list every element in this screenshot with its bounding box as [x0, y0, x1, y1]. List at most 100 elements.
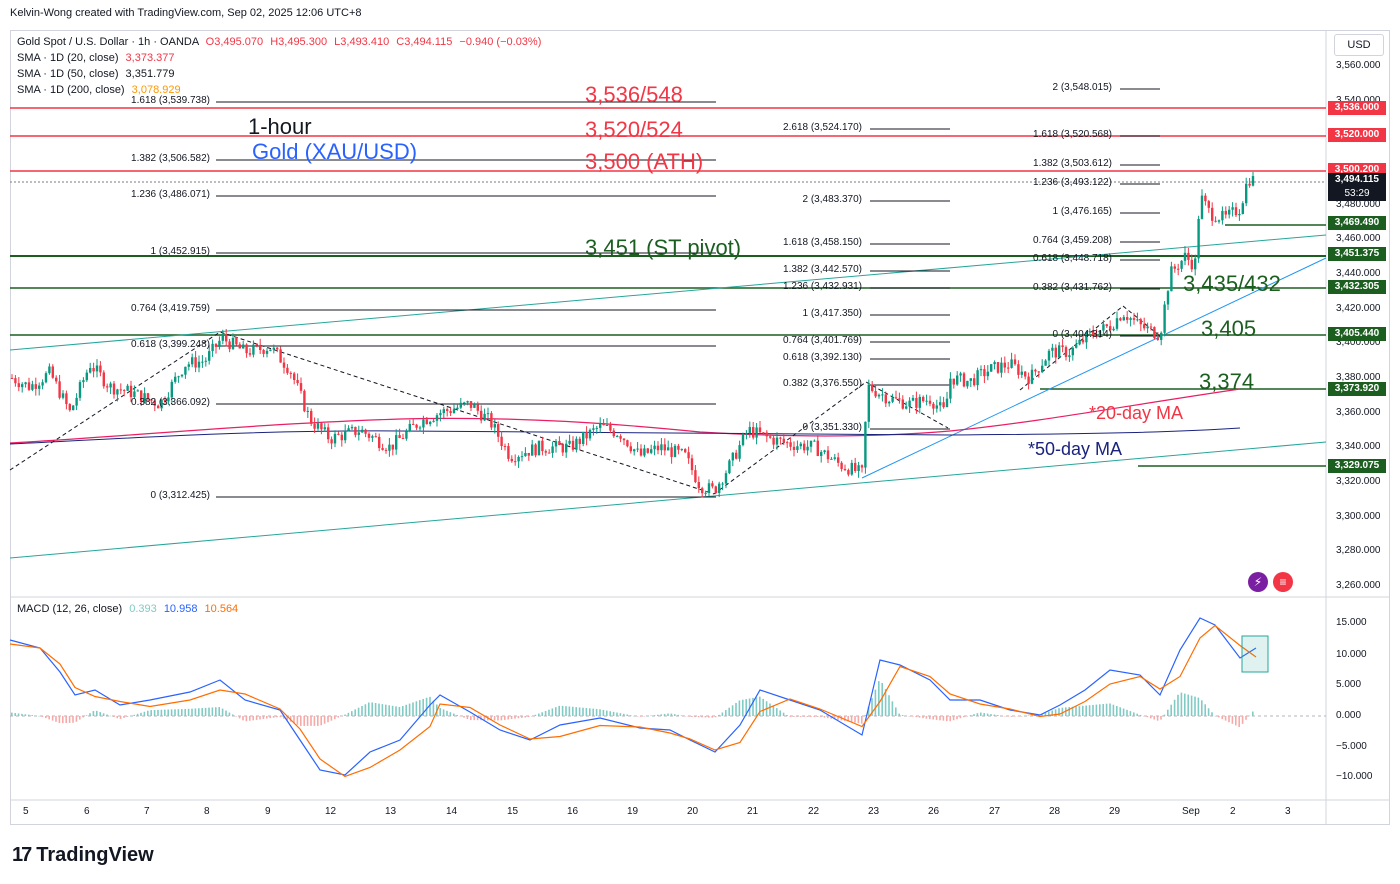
macd-hist-bar — [810, 716, 812, 717]
candle-body — [813, 440, 816, 442]
macd-legend[interactable]: MACD (12, 26, close) 0.393 10.958 10.564 — [17, 603, 238, 615]
macd-hist-bar — [429, 696, 431, 716]
macd-hist-bar — [92, 711, 95, 716]
macd-hist-bar — [334, 716, 336, 720]
candle-body — [1194, 258, 1197, 270]
macd-hist-bar — [1027, 715, 1030, 717]
date-axis-tick: 5 — [23, 806, 29, 817]
candle-body — [109, 383, 112, 388]
macd-hist-bar — [997, 715, 999, 716]
macd-hist-bar — [38, 715, 40, 717]
macd-hist-bar — [854, 716, 856, 723]
sma200-legend[interactable]: SMA · 1D (200, close) 3,078.929 — [17, 84, 181, 96]
macd-hist-bar — [191, 708, 193, 716]
macd-hist-bar — [463, 716, 465, 718]
currency-selector[interactable]: USD — [1334, 34, 1384, 56]
macd-hist-bar — [1150, 716, 1152, 719]
macd-hist-bar — [1020, 716, 1023, 717]
candle-body — [721, 483, 724, 485]
macd-value: 10.958 — [163, 603, 198, 615]
candle-body — [58, 381, 61, 398]
macd-hist-bar — [296, 716, 299, 725]
macd-hist-bar — [340, 716, 343, 717]
candle-body — [697, 482, 700, 489]
candle-body — [316, 423, 320, 429]
macd-axis-tick: −5.000 — [1336, 741, 1367, 752]
candle-body — [466, 401, 469, 403]
candle-body — [388, 444, 391, 451]
macd-hist-bar — [867, 706, 870, 716]
fib-mid-label: 0.618 (3,392.130) — [783, 352, 862, 363]
macd-hist-bar — [701, 716, 703, 718]
date-axis-tick: 21 — [747, 806, 759, 817]
symbol-legend[interactable]: Gold Spot / U.S. Dollar · 1h · OANDA O3,… — [17, 36, 541, 48]
candle-body — [667, 447, 670, 451]
candle-body — [928, 400, 932, 404]
candle-body — [738, 445, 741, 459]
fib-left-label: 1 (3,452.915) — [150, 246, 211, 257]
chart-frame[interactable] — [10, 30, 1390, 825]
candle-body — [1156, 338, 1159, 340]
macd-hist-bar — [1054, 709, 1057, 716]
macd-axis-tick: −10.000 — [1336, 771, 1373, 782]
macd-hist-bar — [973, 714, 975, 716]
candle-body — [704, 492, 707, 494]
credit-text: Kelvin-Wong created with TradingView.com… — [10, 7, 362, 19]
sma50-legend[interactable]: SMA · 1D (50, close) 3,351.779 — [17, 68, 174, 80]
candle-body — [167, 397, 170, 402]
candle-body — [95, 365, 99, 372]
candle-body — [986, 371, 989, 377]
macd-hist-bar — [759, 696, 761, 716]
macd-hist-bar — [140, 712, 142, 716]
candle-body — [1041, 365, 1044, 373]
macd-hist-bar — [405, 704, 407, 716]
candle-body — [184, 366, 187, 375]
candle-body — [405, 431, 408, 439]
macd-hist-bar — [538, 713, 540, 716]
macd-hist-bar — [779, 710, 781, 716]
candle-body — [255, 344, 258, 346]
candle-body — [568, 440, 571, 444]
candle-body — [874, 391, 877, 397]
price-axis-tick: 3,440.000 — [1336, 268, 1381, 279]
fib-left-label: 0 (3,312.425) — [150, 490, 211, 501]
macd-hist-bar — [1156, 716, 1159, 721]
candle-body — [214, 343, 218, 347]
macd-hist-bar — [1194, 696, 1196, 716]
candle-body — [459, 402, 462, 408]
candle-body — [327, 427, 330, 440]
price-axis-tick: 3,460.000 — [1336, 233, 1381, 245]
candle-body — [126, 385, 129, 391]
macd-hist-bar — [752, 697, 754, 716]
candle-body — [72, 405, 75, 411]
macd-hist-bar — [1207, 708, 1210, 716]
sma20-legend[interactable]: SMA · 1D (20, close) 3,373.377 — [17, 52, 174, 64]
candle-body — [1078, 339, 1081, 345]
candle-body — [956, 375, 959, 385]
candle-body — [497, 424, 500, 437]
macd-hist-bar — [534, 714, 537, 716]
candle-body — [201, 361, 204, 363]
price-label-value: 3,469.490 — [1334, 216, 1380, 228]
macd-hist-bar — [708, 716, 710, 718]
candle-body — [408, 423, 411, 432]
sma50-value: 3,351.779 — [125, 68, 175, 80]
macd-hist-bar — [1095, 704, 1098, 716]
candle-body — [850, 462, 853, 475]
candle-body — [364, 429, 367, 434]
macd-hist-bar — [130, 715, 132, 717]
macd-hist-bar — [1160, 716, 1162, 720]
macd-hist-bar — [1031, 715, 1033, 716]
candle-body — [245, 344, 248, 354]
lightning-icon[interactable]: ⚡ — [1248, 572, 1268, 592]
candle-body — [945, 398, 949, 408]
macd-hist-bar — [259, 716, 261, 720]
candle-body — [1092, 331, 1095, 336]
flag-icon[interactable]: ≡ — [1273, 572, 1293, 592]
candle-body — [762, 432, 765, 434]
macd-hist-bar — [398, 706, 401, 716]
candle-body — [1030, 369, 1034, 384]
candle-body — [418, 427, 422, 429]
candle-body — [701, 488, 704, 494]
